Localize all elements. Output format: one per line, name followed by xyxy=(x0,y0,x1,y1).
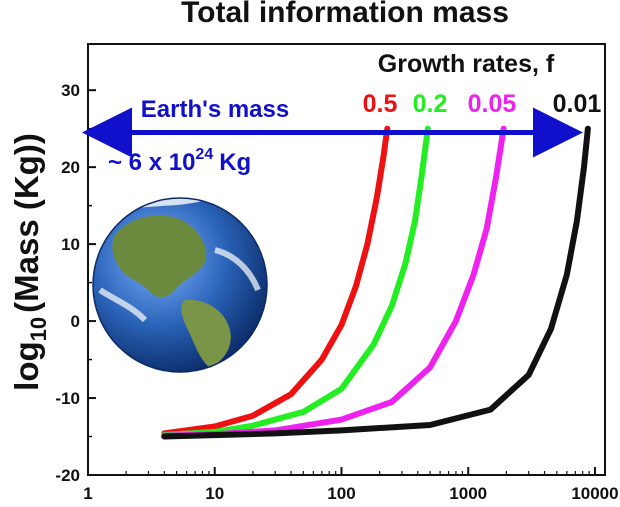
legend-entry-0.2: 0.2 xyxy=(413,90,448,118)
y-tick-label: 30 xyxy=(61,81,80,100)
axes: -20 -10 0 10 20 30 1 10 100 1000 10000 xyxy=(55,43,619,503)
series-line-0.5 xyxy=(161,125,391,437)
earth-mass-value-unit: Kg xyxy=(219,149,251,176)
x-tick-label: 1000 xyxy=(449,484,487,503)
legend-entry-0.01: 0.01 xyxy=(553,90,602,118)
y-tick-label: 20 xyxy=(61,158,80,177)
x-tick-label: 10000 xyxy=(571,484,618,503)
x-tick-label: 100 xyxy=(327,484,355,503)
y-axis-label-sub: 10 xyxy=(26,317,51,341)
plot-frame xyxy=(87,43,606,476)
earth-globe xyxy=(92,193,268,373)
chart-title: Total information mass xyxy=(181,0,509,29)
globe-cloud-2 xyxy=(98,287,148,323)
globe-rim xyxy=(92,197,268,373)
globe-cloud-3 xyxy=(214,247,261,292)
y-axis-label-log: log xyxy=(8,341,45,390)
y-tick-label: 10 xyxy=(61,235,80,254)
y-axis-label-rest: (Mass (Kg)) xyxy=(8,133,45,313)
legend: 0.5 0.2 0.05 0.01 xyxy=(363,90,602,118)
y-tick-label: -20 xyxy=(55,466,80,485)
y-tick-label: -10 xyxy=(55,389,80,408)
series-group xyxy=(161,125,591,440)
globe-land-north-america xyxy=(112,215,207,298)
globe-cloud-1 xyxy=(108,193,253,223)
earth-mass-value: ~ 6 x 1024 Kg xyxy=(108,146,251,176)
series-line-0.01 xyxy=(161,125,591,440)
legend-entry-0.05: 0.05 xyxy=(468,90,517,118)
earth-mass-value-prefix: ~ 6 x 10 xyxy=(108,149,195,176)
y-tick-label: 0 xyxy=(71,312,80,331)
earth-mass-label: Earth's mass xyxy=(141,96,289,123)
legend-entry-0.5: 0.5 xyxy=(363,90,398,118)
series-line-0.2 xyxy=(161,125,431,438)
x-tick-label: 1 xyxy=(83,484,92,503)
globe-land-south-america xyxy=(181,299,231,368)
earth-mass-value-exp: 24 xyxy=(195,146,213,163)
x-tick-label: 10 xyxy=(205,484,224,503)
legend-title: Growth rates, f xyxy=(378,50,555,78)
y-axis-label: log10 (Mass (Kg)) xyxy=(8,133,51,391)
